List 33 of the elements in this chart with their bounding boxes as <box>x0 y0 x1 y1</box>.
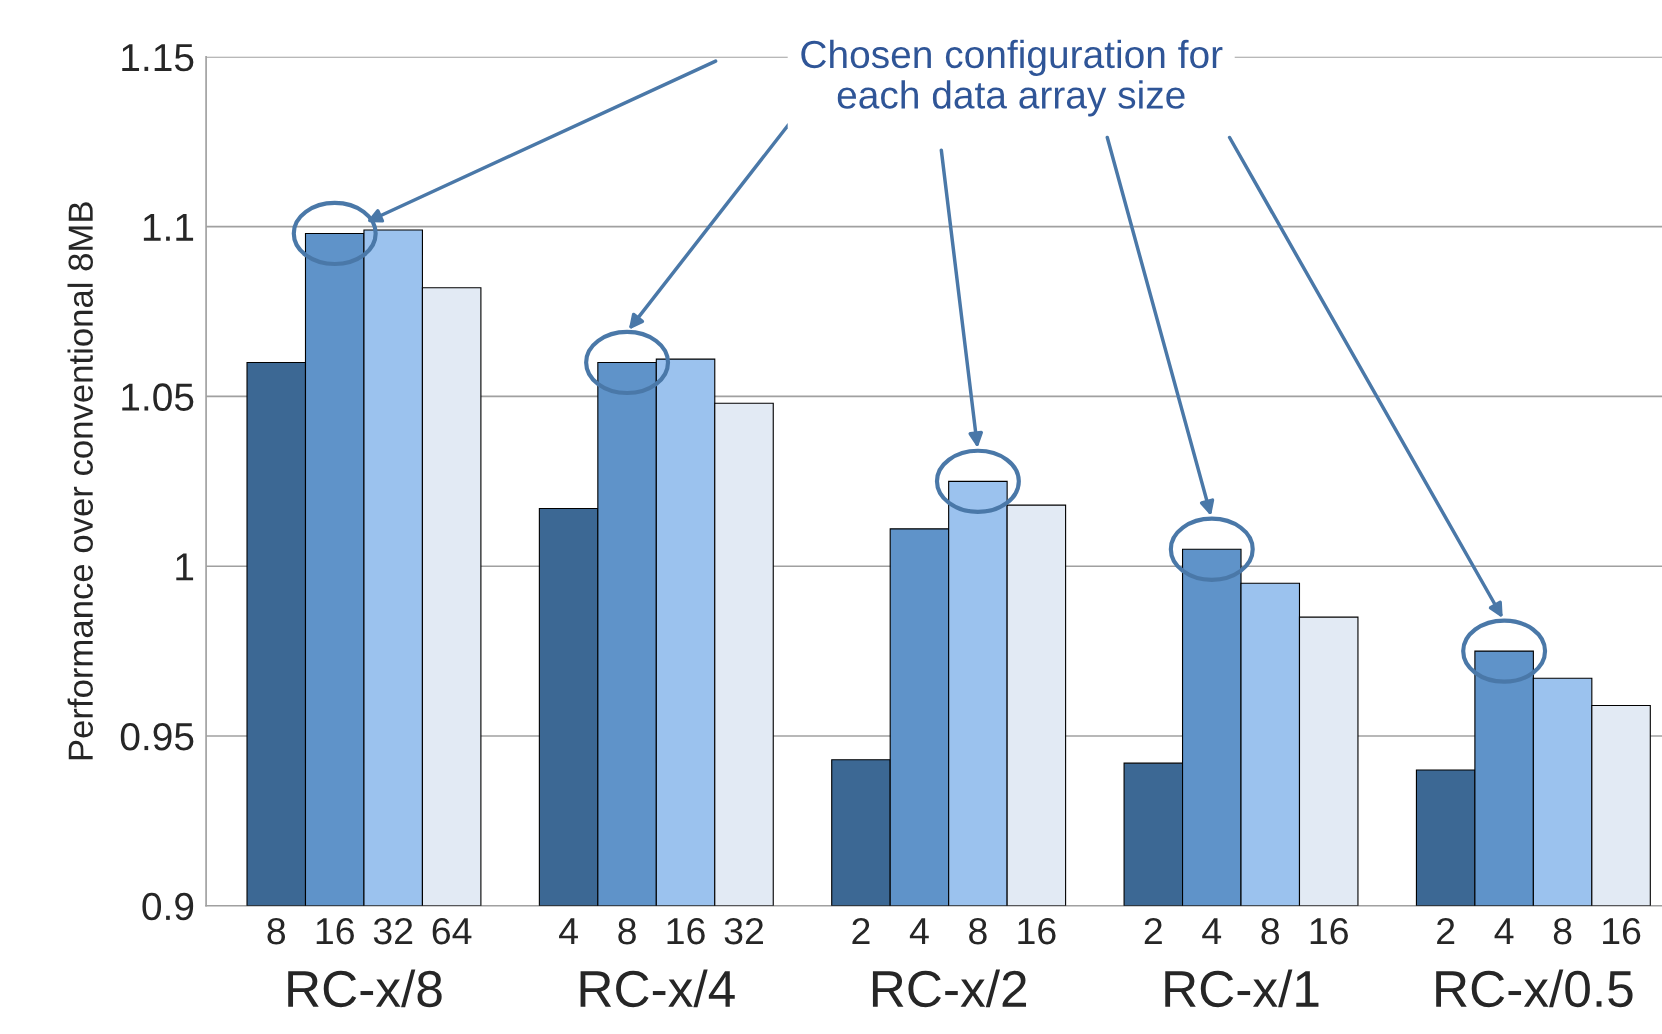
y-tick-label: 0.95 <box>120 722 194 751</box>
y-tick-label: 1 <box>176 553 194 581</box>
y-tick-label: 0.9 <box>142 892 194 921</box>
x-tick-label: 16 <box>1310 917 1348 945</box>
x-tick-label: 16 <box>1603 917 1641 945</box>
x-tick-label: 8 <box>969 917 987 945</box>
x-tick-label: 8 <box>1553 917 1572 945</box>
x-tick-label: 64 <box>432 917 472 945</box>
x-tick-label: 2 <box>1144 917 1162 945</box>
x-tick-label: 4 <box>909 918 929 945</box>
x-tick-label: 2 <box>1437 917 1455 945</box>
y-tick-label: 1.15 <box>122 44 194 72</box>
text: RC-x/2 <box>872 969 1027 1008</box>
x-tick-label: 8 <box>1261 917 1280 945</box>
x-tick-label: 2 <box>852 917 870 945</box>
x-tick-label: 16 <box>316 917 354 945</box>
x-tick-label: 32 <box>373 917 413 945</box>
text: RC-x/4 <box>580 969 735 1008</box>
x-tick-label: 32 <box>724 917 763 945</box>
x-tick-label: 4 <box>559 918 578 945</box>
x-tick-label: 4 <box>1202 918 1222 945</box>
x-tick-label: 4 <box>1494 918 1514 945</box>
y-axis-title: Performance over conventional 8MB <box>67 202 93 760</box>
text: RC-x/0.5 <box>1436 969 1633 1008</box>
x-tick-label: 8 <box>267 917 286 945</box>
x-tick-label: 16 <box>1018 917 1056 945</box>
x-tick-label: 8 <box>618 917 636 945</box>
annotation: Chosen configuration for each data array size <box>801 39 1223 117</box>
y-tick-label: 1.1 <box>143 213 194 241</box>
y-tick-label: 1.05 <box>122 383 194 411</box>
text: RC-x/8 <box>288 969 442 1008</box>
text: RC-x/1 <box>1165 969 1319 1008</box>
x-tick-label: 16 <box>667 917 705 945</box>
